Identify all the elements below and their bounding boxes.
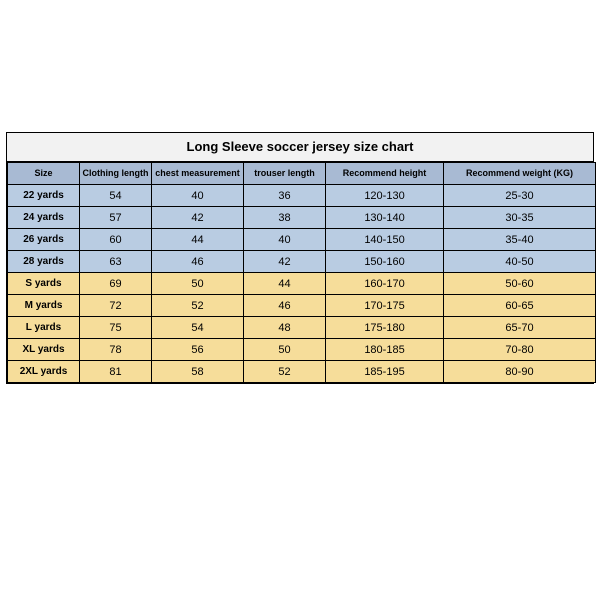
chart-title: Long Sleeve soccer jersey size chart <box>7 133 593 162</box>
cell-cl: 78 <box>80 339 152 361</box>
cell-cm: 42 <box>152 207 244 229</box>
cell-rw: 40-50 <box>444 251 596 273</box>
table-row: 26 yards604440140-15035-40 <box>8 229 596 251</box>
cell-size: S yards <box>8 273 80 295</box>
cell-rh: 150-160 <box>326 251 444 273</box>
cell-size: M yards <box>8 295 80 317</box>
cell-rh: 120-130 <box>326 185 444 207</box>
cell-cl: 69 <box>80 273 152 295</box>
cell-size: 2XL yards <box>8 361 80 383</box>
cell-cl: 60 <box>80 229 152 251</box>
table-row: 2XL yards815852185-19580-90 <box>8 361 596 383</box>
cell-rw: 50-60 <box>444 273 596 295</box>
table-row: M yards725246170-17560-65 <box>8 295 596 317</box>
cell-cm: 52 <box>152 295 244 317</box>
cell-cm: 54 <box>152 317 244 339</box>
cell-cl: 63 <box>80 251 152 273</box>
cell-rh: 170-175 <box>326 295 444 317</box>
cell-size: 24 yards <box>8 207 80 229</box>
cell-size: L yards <box>8 317 80 339</box>
cell-rw: 80-90 <box>444 361 596 383</box>
col-header-chest-measurement: chest measurement <box>152 163 244 185</box>
cell-size: 26 yards <box>8 229 80 251</box>
header-row: Size Clothing length chest measurement t… <box>8 163 596 185</box>
cell-tl: 48 <box>244 317 326 339</box>
cell-cl: 81 <box>80 361 152 383</box>
col-header-trouser-length: trouser length <box>244 163 326 185</box>
cell-tl: 46 <box>244 295 326 317</box>
cell-rw: 35-40 <box>444 229 596 251</box>
table-row: L yards755448175-18065-70 <box>8 317 596 339</box>
cell-tl: 42 <box>244 251 326 273</box>
cell-tl: 38 <box>244 207 326 229</box>
size-chart: Long Sleeve soccer jersey size chart Siz… <box>6 132 594 384</box>
cell-cl: 72 <box>80 295 152 317</box>
col-header-clothing-length: Clothing length <box>80 163 152 185</box>
cell-tl: 52 <box>244 361 326 383</box>
col-header-recommend-weight: Recommend weight (KG) <box>444 163 596 185</box>
table-row: 22 yards544036120-13025-30 <box>8 185 596 207</box>
table-row: S yards695044160-17050-60 <box>8 273 596 295</box>
cell-tl: 40 <box>244 229 326 251</box>
col-header-recommend-height: Recommend height <box>326 163 444 185</box>
cell-rh: 185-195 <box>326 361 444 383</box>
cell-rh: 175-180 <box>326 317 444 339</box>
table-row: 28 yards634642150-16040-50 <box>8 251 596 273</box>
cell-size: 22 yards <box>8 185 80 207</box>
cell-rw: 30-35 <box>444 207 596 229</box>
cell-cl: 54 <box>80 185 152 207</box>
size-table: Size Clothing length chest measurement t… <box>7 162 596 383</box>
cell-rh: 140-150 <box>326 229 444 251</box>
cell-rh: 130-140 <box>326 207 444 229</box>
cell-size: XL yards <box>8 339 80 361</box>
cell-tl: 50 <box>244 339 326 361</box>
cell-tl: 44 <box>244 273 326 295</box>
cell-tl: 36 <box>244 185 326 207</box>
cell-cm: 44 <box>152 229 244 251</box>
cell-rw: 70-80 <box>444 339 596 361</box>
cell-size: 28 yards <box>8 251 80 273</box>
cell-rw: 25-30 <box>444 185 596 207</box>
cell-rw: 65-70 <box>444 317 596 339</box>
cell-rh: 180-185 <box>326 339 444 361</box>
table-row: 24 yards574238130-14030-35 <box>8 207 596 229</box>
cell-cm: 46 <box>152 251 244 273</box>
col-header-size: Size <box>8 163 80 185</box>
cell-rh: 160-170 <box>326 273 444 295</box>
table-row: XL yards785650180-18570-80 <box>8 339 596 361</box>
cell-cm: 40 <box>152 185 244 207</box>
cell-rw: 60-65 <box>444 295 596 317</box>
cell-cm: 56 <box>152 339 244 361</box>
cell-cl: 57 <box>80 207 152 229</box>
cell-cm: 58 <box>152 361 244 383</box>
cell-cm: 50 <box>152 273 244 295</box>
cell-cl: 75 <box>80 317 152 339</box>
